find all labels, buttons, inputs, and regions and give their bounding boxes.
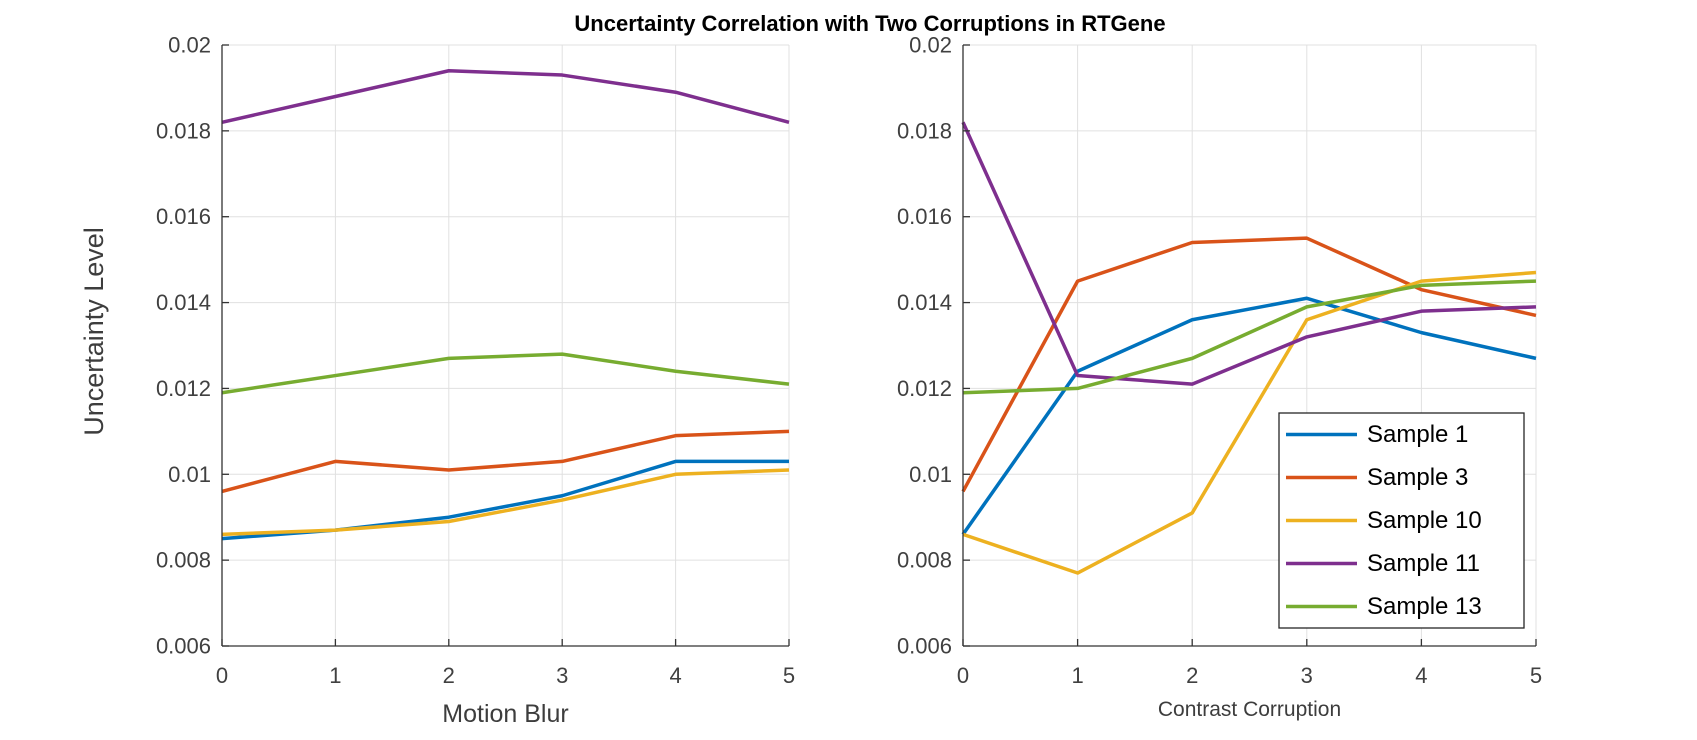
left-plot-y-axis-label: Uncertainty Level bbox=[79, 227, 109, 436]
left-plot-y-tick-label: 0.02 bbox=[168, 33, 211, 58]
right-plot-y-tick-label: 0.014 bbox=[897, 290, 952, 315]
right-plot-y-tick-label: 0.018 bbox=[897, 118, 952, 143]
right-plot-series-line-sample-11 bbox=[961, 121, 1537, 386]
right-plot-x-tick-label: 3 bbox=[1301, 663, 1313, 688]
legend-entry-label: Sample 10 bbox=[1367, 507, 1482, 534]
right-plot-series-line-sample-3 bbox=[961, 236, 1537, 493]
left-plot-y-tick-label: 0.014 bbox=[156, 290, 211, 315]
right-plot-series-line-sample-1 bbox=[961, 296, 1537, 536]
right-plot-y-tick-label: 0.006 bbox=[897, 634, 952, 659]
left-plot-y-tick-label: 0.01 bbox=[168, 462, 211, 487]
left-plot-y-tick-label: 0.006 bbox=[156, 634, 211, 659]
right-plot-y-tick-label: 0.012 bbox=[897, 376, 952, 401]
left-plot-series-line-sample-13 bbox=[221, 352, 790, 395]
legend: Sample 1 Sample 3 Sample 10 Sample 11 Sample… bbox=[1278, 412, 1525, 629]
left-plot-series-line-sample-11 bbox=[221, 69, 790, 124]
right-plot-y-tick-label: 0.02 bbox=[909, 33, 952, 58]
right-plot-x-tick-label: 0 bbox=[957, 663, 969, 688]
left-plot-y-tick-label: 0.018 bbox=[156, 118, 211, 143]
right-plot-x-tick-label: 2 bbox=[1186, 663, 1198, 688]
left-plot-series-line-sample-10 bbox=[221, 468, 790, 537]
figure-title: Uncertainty Correlation with Two Corrupt… bbox=[574, 11, 1165, 36]
right-plot-y-tick-label: 0.01 bbox=[909, 462, 952, 487]
left-plot-y-tick-label: 0.008 bbox=[156, 548, 211, 573]
left-plot-x-tick-label: 3 bbox=[556, 663, 568, 688]
legend-entry-label: Sample 1 bbox=[1367, 421, 1468, 448]
right-plot: 0.006 0.008 0.01 0.012 0.014 0.016 0.018 0.02 0 1… bbox=[897, 33, 1542, 722]
left-plot-x-axis-label: Motion Blur bbox=[442, 700, 568, 728]
left-plot-x-tick-label: 4 bbox=[669, 663, 681, 688]
right-plot-series-line-sample-13 bbox=[962, 279, 1537, 395]
right-plot-series-line-sample-10 bbox=[962, 270, 1537, 575]
left-plot: 0.006 0.008 0.01 0.012 0.014 0.016 0.018 0.02 0 1… bbox=[79, 33, 795, 729]
left-plot-y-tick-label: 0.012 bbox=[156, 376, 211, 401]
left-plot-x-tick-label: 2 bbox=[443, 663, 455, 688]
left-plot-y-tick-label: 0.016 bbox=[156, 204, 211, 229]
legend-entry-label: Sample 13 bbox=[1367, 593, 1482, 620]
right-plot-x-tick-label: 1 bbox=[1071, 663, 1083, 688]
right-plot-x-tick-label: 4 bbox=[1415, 663, 1427, 688]
legend-entry-label: Sample 11 bbox=[1367, 550, 1480, 577]
right-plot-x-tick-label: 5 bbox=[1530, 663, 1542, 688]
legend-entry-label: Sample 3 bbox=[1367, 464, 1468, 491]
left-plot-x-tick-label: 0 bbox=[216, 663, 228, 688]
left-plot-x-tick-label: 1 bbox=[329, 663, 341, 688]
left-plot-x-tick-label: 5 bbox=[783, 663, 795, 688]
left-plot-series-line-sample-3 bbox=[221, 429, 790, 494]
right-plot-x-axis-label: Contrast Corruption bbox=[1158, 698, 1341, 721]
right-plot-y-tick-label: 0.016 bbox=[897, 204, 952, 229]
right-plot-y-tick-label: 0.008 bbox=[897, 548, 952, 573]
